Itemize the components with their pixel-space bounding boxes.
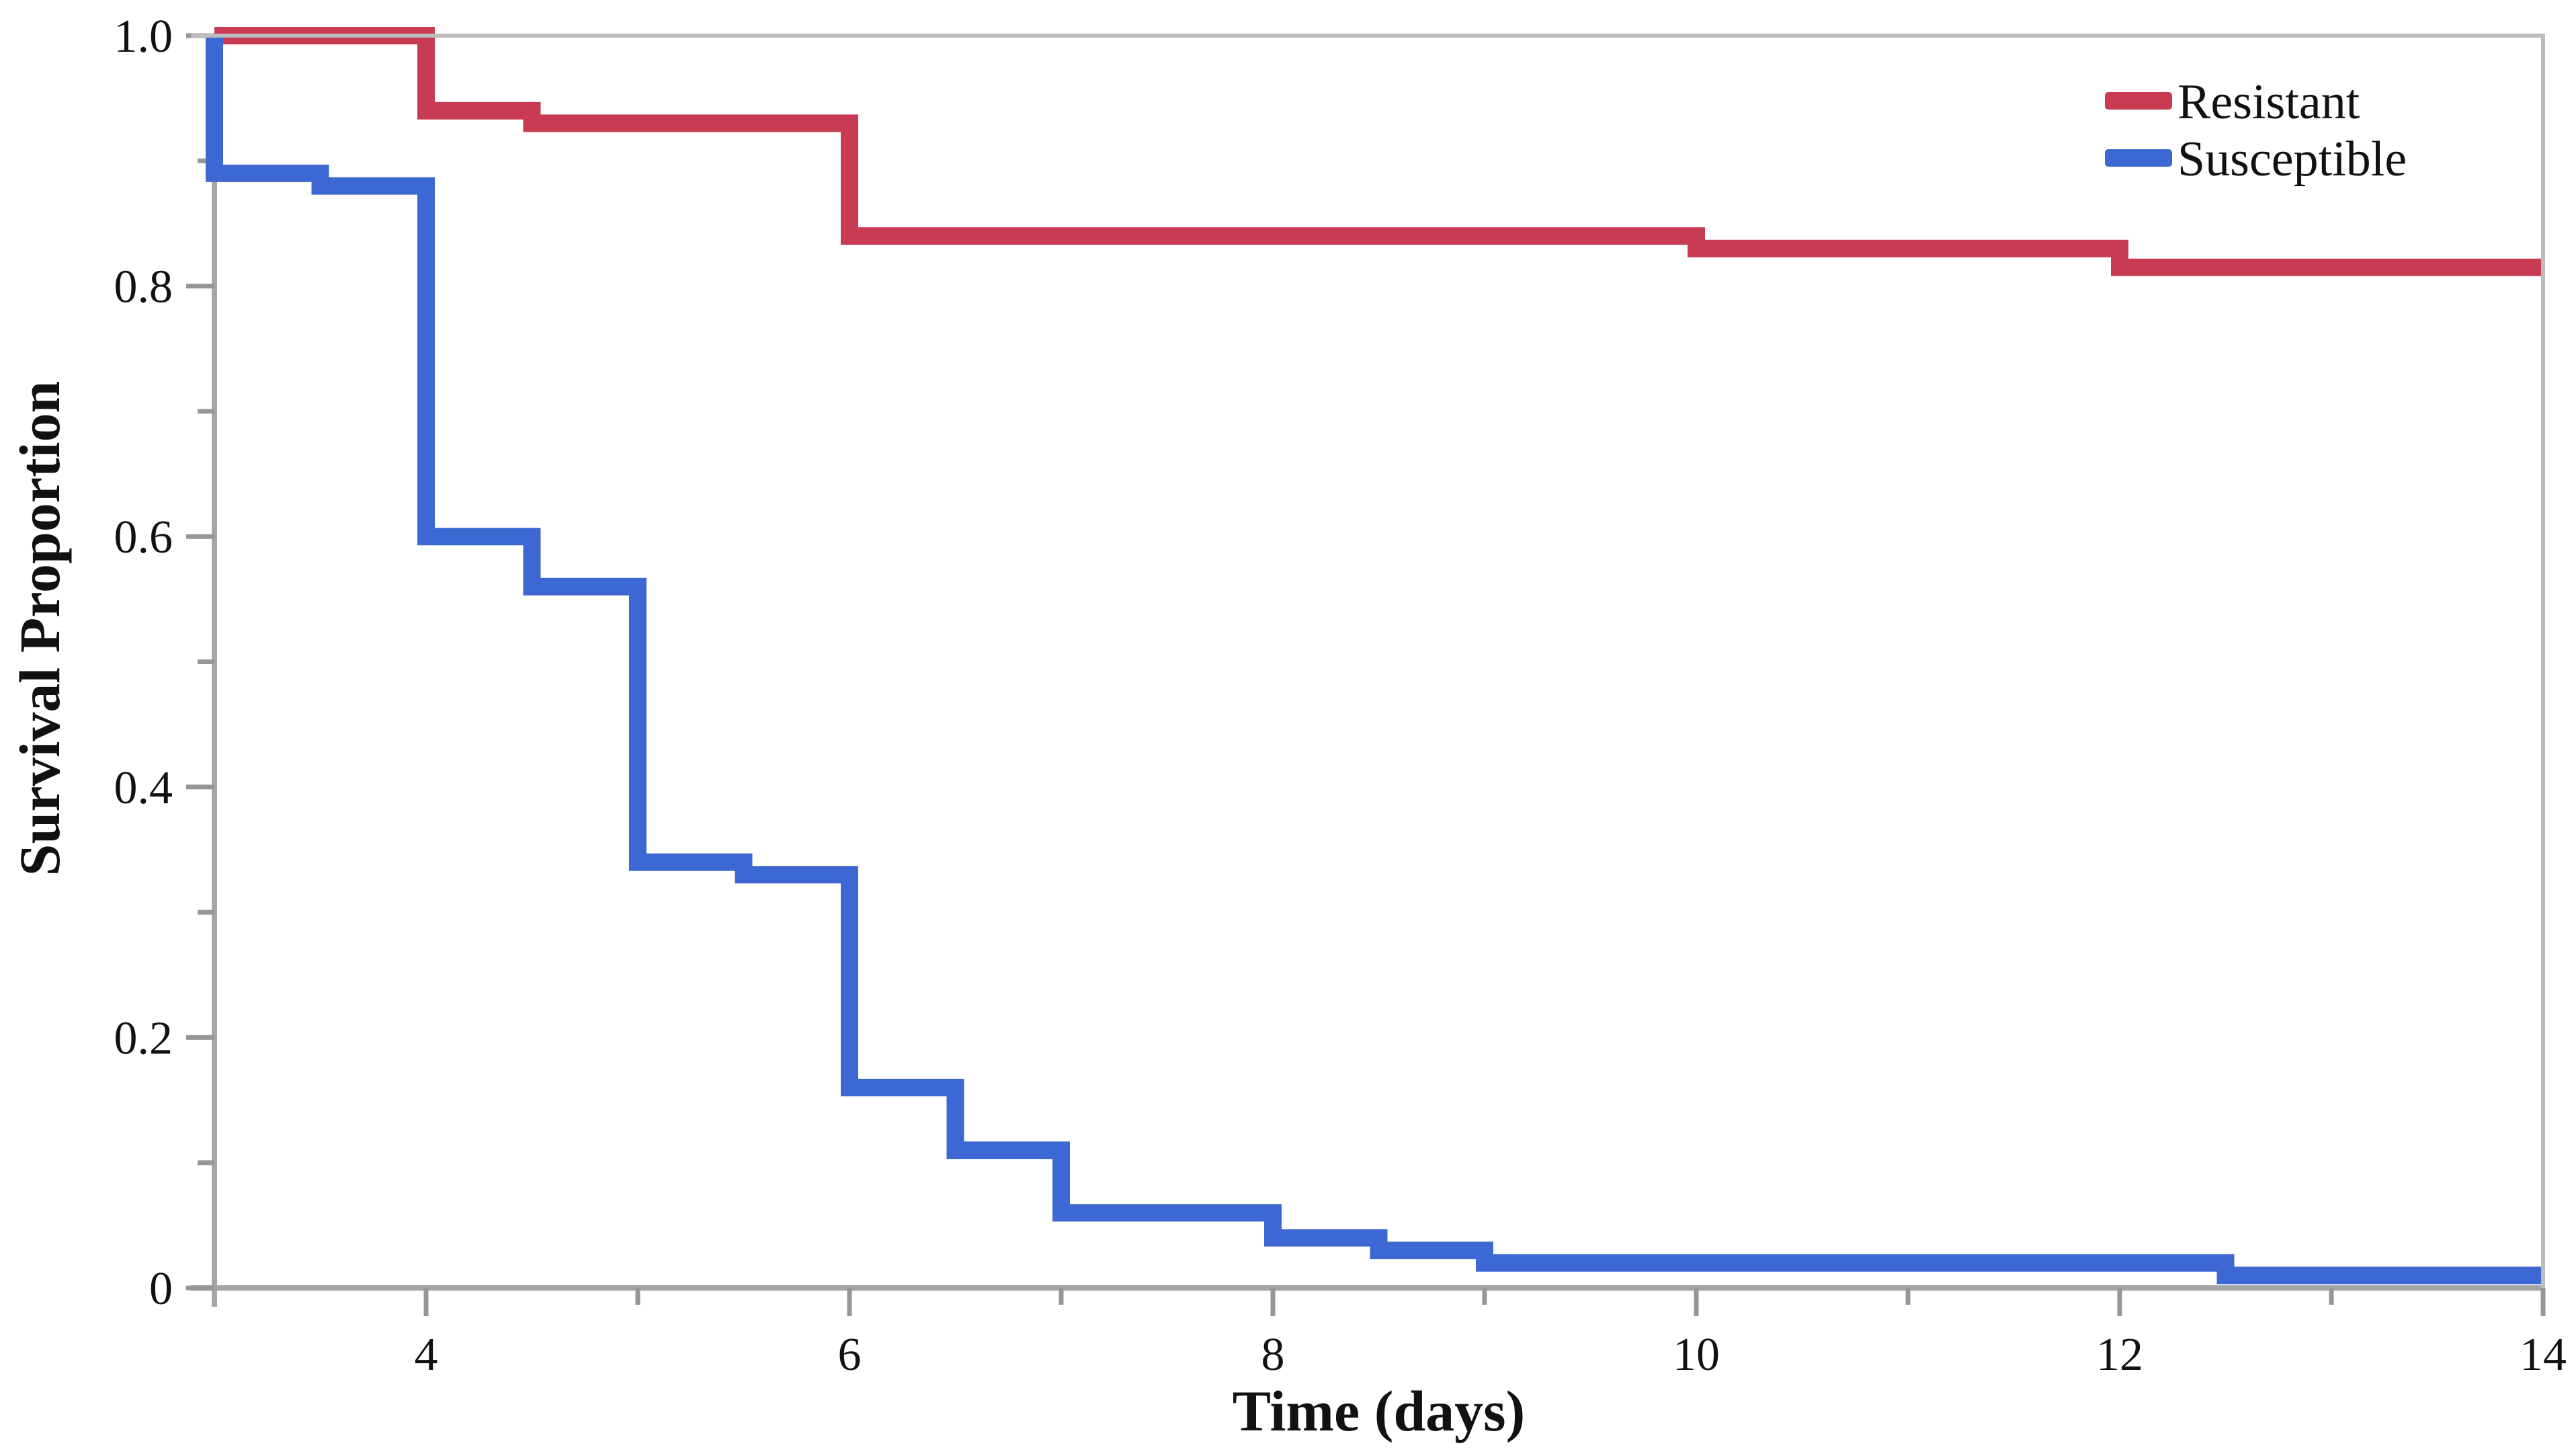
y-tick-label: 0	[149, 1263, 173, 1315]
y-tick-label: 0.4	[114, 762, 173, 814]
legend-label-resistant: Resistant	[2177, 75, 2360, 130]
legend-label-susceptible: Susceptible	[2177, 132, 2407, 187]
axes	[191, 36, 2543, 1307]
axis-titles: Time (days) Survival Proportion	[7, 381, 1525, 1443]
x-tick-label: 12	[2096, 1329, 2143, 1381]
legend-swatch-susceptible	[2105, 149, 2172, 167]
x-axis-title: Time (days)	[1233, 1379, 1526, 1443]
resistant-curve	[214, 27, 2543, 276]
series-group	[206, 27, 2543, 1285]
legend-item-resistant: Resistant	[2105, 75, 2360, 130]
y-tick-label: 1.0	[114, 11, 173, 63]
legend-item-susceptible: Susceptible	[2105, 132, 2407, 187]
tick-labels: 4 6 8 10 12 14 1.0 0.8 0.6 0.4 0.2 0	[114, 11, 2567, 1381]
y-tick-label: 0.2	[114, 1012, 173, 1064]
x-tick-label: 14	[2520, 1329, 2567, 1381]
y-axis-title: Survival Proportion	[7, 381, 72, 877]
legend-swatch-resistant	[2105, 92, 2172, 110]
y-tick-label: 0.6	[114, 512, 173, 563]
susceptible-curve	[206, 36, 2543, 1285]
x-tick-label: 10	[1673, 1329, 1720, 1381]
x-tick-label: 8	[1261, 1329, 1285, 1381]
plot-frame	[191, 34, 2545, 1288]
y-tick-label: 0.8	[114, 261, 173, 313]
x-tick-label: 6	[838, 1329, 862, 1381]
x-tick-label: 4	[415, 1329, 438, 1381]
